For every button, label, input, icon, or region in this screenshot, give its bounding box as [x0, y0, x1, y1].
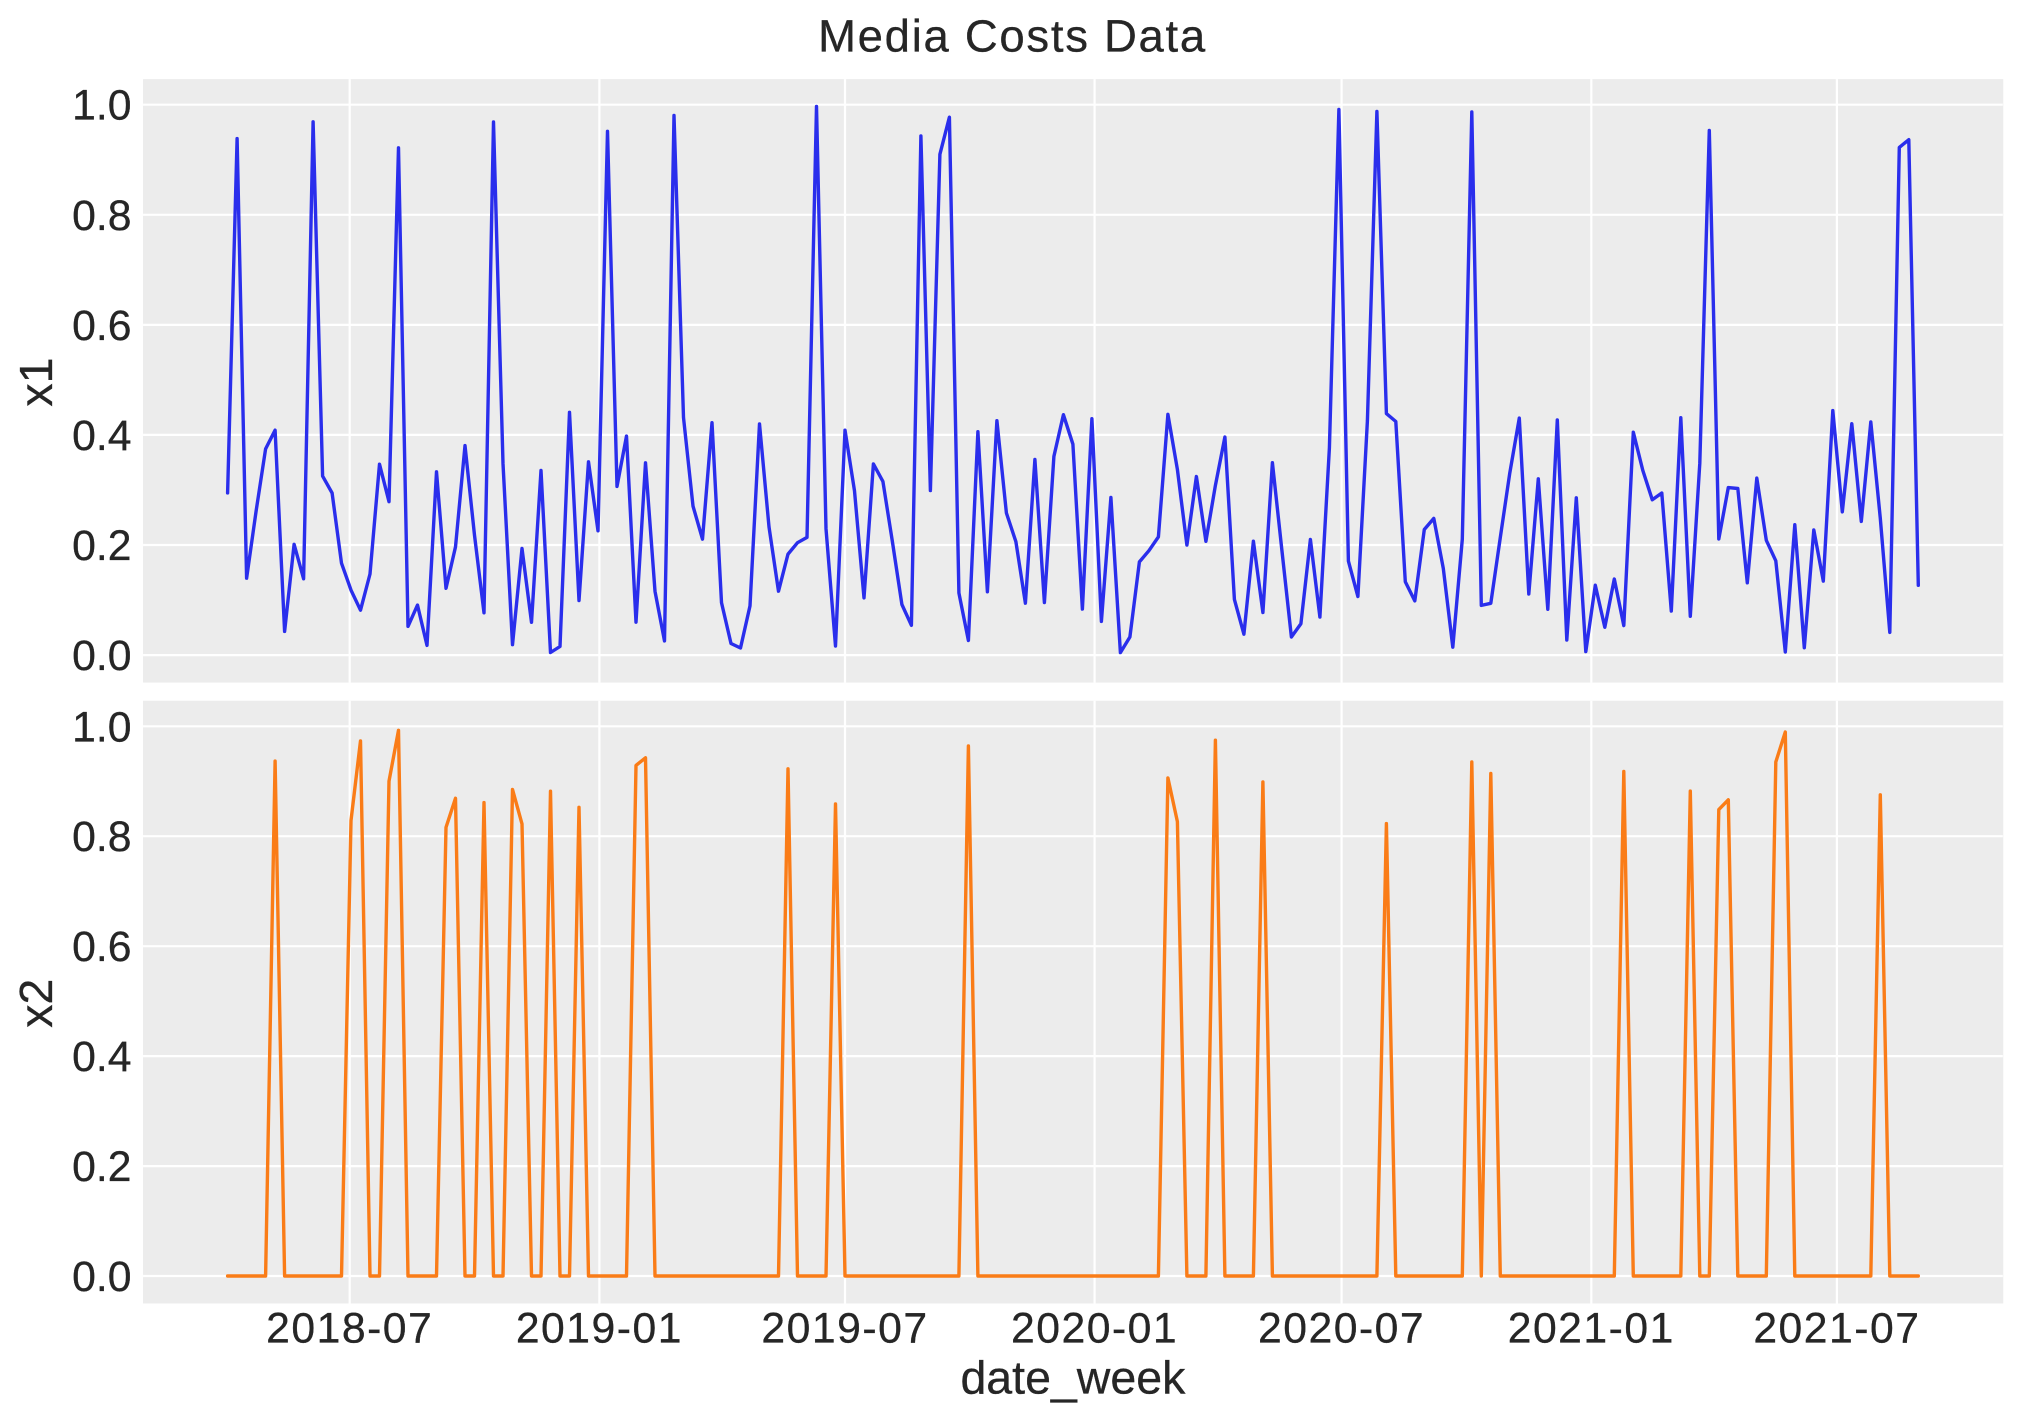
svg-text:0.6: 0.6 [72, 923, 131, 971]
svg-text:2020-01: 2020-01 [1011, 1305, 1178, 1353]
svg-text:0.4: 0.4 [72, 1033, 131, 1081]
svg-text:0.2: 0.2 [72, 522, 131, 570]
svg-text:2019-01: 2019-01 [516, 1305, 683, 1353]
svg-text:2021-07: 2021-07 [1753, 1305, 1920, 1353]
svg-text:1.0: 1.0 [72, 82, 131, 130]
svg-text:0.8: 0.8 [72, 192, 131, 240]
svg-text:0.2: 0.2 [72, 1143, 131, 1191]
svg-text:date_week: date_week [960, 1352, 1186, 1404]
svg-text:0.0: 0.0 [72, 632, 131, 680]
svg-text:2020-07: 2020-07 [1258, 1305, 1425, 1353]
svg-text:0.4: 0.4 [72, 412, 131, 460]
svg-text:0.6: 0.6 [72, 302, 131, 350]
svg-text:2019-07: 2019-07 [761, 1305, 928, 1353]
svg-text:1.0: 1.0 [72, 703, 131, 751]
svg-text:0.0: 0.0 [72, 1253, 131, 1301]
svg-text:x1: x1 [10, 357, 62, 406]
svg-text:Media Costs Data: Media Costs Data [818, 11, 1207, 62]
svg-text:0.8: 0.8 [72, 813, 131, 861]
svg-text:2021-01: 2021-01 [1508, 1305, 1675, 1353]
svg-text:x2: x2 [10, 979, 62, 1028]
svg-text:2018-07: 2018-07 [266, 1305, 433, 1353]
